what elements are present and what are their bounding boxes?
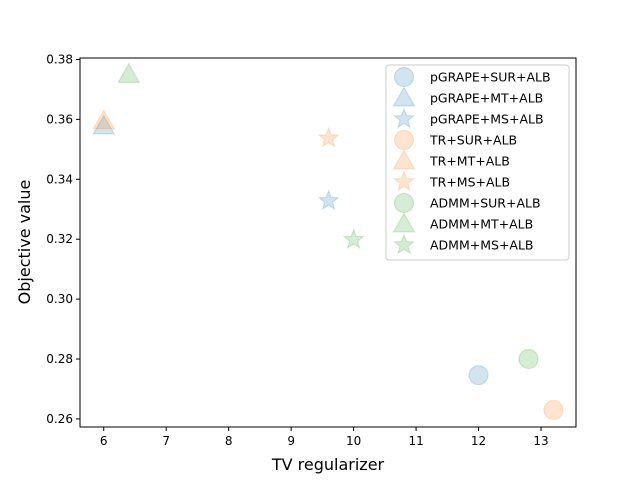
x-tick-label: 8 (225, 434, 233, 448)
x-tick-label: 10 (346, 434, 361, 448)
y-tick-label: 0.36 (46, 112, 73, 126)
legend-entry-label: TR+SUR+ALB (429, 133, 517, 148)
legend-entry-label: ADMM+MT+ALB (430, 217, 533, 232)
data-points (92, 62, 564, 421)
data-point-triangle (92, 114, 116, 135)
data-point-circle (518, 348, 539, 370)
legend-marker-circle (393, 192, 415, 214)
x-tick-label: 9 (287, 434, 295, 448)
legend-entry-label: TR+MS+ALB (429, 175, 510, 190)
legend-marker-triangle (392, 149, 416, 170)
x-axis-label: TV regularizer (271, 455, 385, 474)
y-tick-label: 0.32 (46, 232, 73, 246)
legend-box (385, 64, 570, 261)
legend-entry-label: ADMM+SUR+ALB (430, 196, 541, 211)
legend-entry-label: pGRAPE+MS+ALB (430, 112, 544, 127)
legend-entry-label: pGRAPE+MT+ALB (430, 91, 543, 106)
data-point-star (317, 189, 340, 211)
data-point-triangle (117, 62, 141, 83)
x-tick-label: 11 (408, 434, 423, 448)
legend-marker-star (392, 233, 416, 255)
x-tick-label: 13 (533, 434, 548, 448)
data-point-star (342, 228, 365, 250)
data-point-circle (468, 365, 489, 386)
legend-entry-label: ADMM+MS+ALB (430, 238, 534, 253)
legend-entry-label: TR+MT+ALB (429, 154, 510, 169)
legend-marker-star (392, 170, 416, 192)
y-tick-label: 0.26 (46, 412, 73, 426)
y-tick-label: 0.30 (46, 292, 73, 306)
axes-frame (79, 57, 577, 428)
x-tick-label: 7 (162, 434, 170, 448)
legend-marker-circle (393, 66, 415, 88)
x-tick-label: 12 (471, 434, 486, 448)
y-tick-label: 0.28 (46, 352, 73, 366)
y-axis-label: Objective value (15, 180, 34, 305)
y-axis: 0.26 0.28 0.30 0.32 0.34 0.36 0.38 (46, 52, 80, 426)
x-tick-label: 6 (100, 434, 108, 448)
y-tick-label: 0.38 (46, 52, 73, 66)
legend-entry-label: pGRAPE+SUR+ALB (430, 70, 551, 85)
legend-marker-circle (393, 129, 415, 151)
plot-area (79, 57, 577, 428)
data-point-circle (543, 399, 564, 421)
legend: pGRAPE+SUR+ALB pGRAPE+MT+ALB pGRAPE+MS+ALB… (385, 64, 570, 261)
data-point-star (317, 126, 340, 148)
legend-marker-star (392, 107, 416, 129)
y-tick-label: 0.34 (46, 172, 73, 186)
x-axis: 6 7 8 9 10 11 12 13 (100, 427, 549, 448)
legend-marker-triangle (392, 212, 416, 233)
data-point-triangle (92, 109, 116, 130)
legend-marker-triangle (392, 86, 416, 107)
